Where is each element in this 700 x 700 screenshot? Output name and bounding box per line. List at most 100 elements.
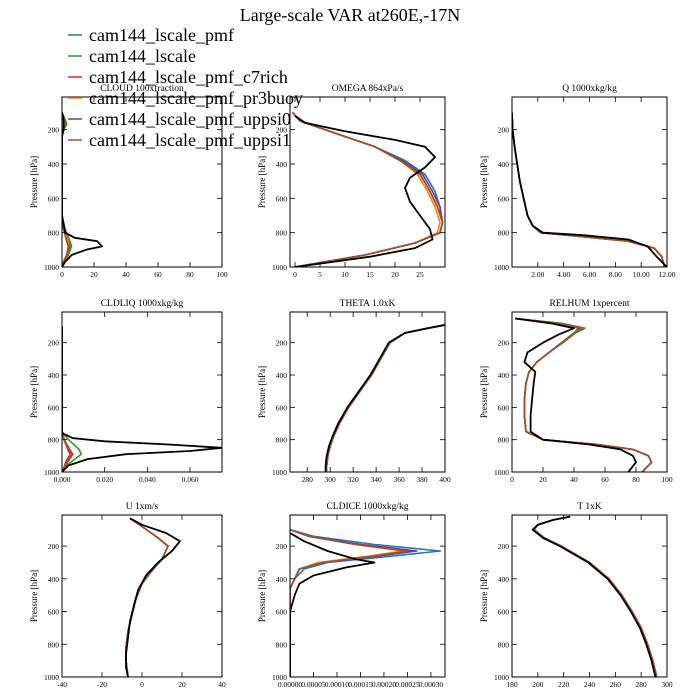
legend-entry-label: cam144_lscale_pmf xyxy=(89,25,234,45)
panel-6: U 1xm/s -40 -20 0 20 40 200 400 600 800 1000 Pressu… xyxy=(29,502,226,689)
x-tick-label: 20 xyxy=(178,680,186,689)
legend-entry-label: cam144_lscale_pmf_pr3buoy xyxy=(89,88,303,108)
y-tick-label: 800 xyxy=(48,229,60,238)
x-tick-label: 40 xyxy=(122,270,130,279)
series-line-0 xyxy=(125,517,169,677)
x-tick-label: 0.00025 xyxy=(395,680,420,689)
y-tick-label: 1000 xyxy=(44,263,59,272)
y-axis-label: Pressure [hPa] xyxy=(257,366,267,418)
series-line-6 xyxy=(324,324,445,472)
y-tick-label: 1000 xyxy=(44,468,59,477)
x-tick-label: 0.00015 xyxy=(348,680,373,689)
y-tick-label: 200 xyxy=(498,339,510,348)
panel-7: CLDICE 1000xkg/kg0.00000 0.00005 0.00010 0.… xyxy=(257,502,446,689)
series-line-0 xyxy=(290,528,442,677)
y-tick-label: 200 xyxy=(276,126,288,135)
plot-frame xyxy=(511,514,668,678)
y-tick-label: 800 xyxy=(276,229,288,238)
x-tick-label: 360 xyxy=(393,475,405,484)
plot-frame xyxy=(61,514,223,678)
y-axis-label: Pressure [hPa] xyxy=(257,570,267,622)
y-tick-label: 1000 xyxy=(44,673,59,682)
x-tick-label: 340 xyxy=(370,475,382,484)
x-tick-label: 5 xyxy=(318,270,322,279)
x-tick-label: 2.00 xyxy=(531,270,544,279)
panel-title: RELHUM 1xpercent xyxy=(550,299,630,309)
x-tick-label: 200 xyxy=(532,680,544,689)
series-line-4 xyxy=(125,517,169,677)
y-tick-label: 600 xyxy=(498,194,510,203)
y-axis-label: Pressure [hPa] xyxy=(257,156,267,208)
series-line-1 xyxy=(125,517,169,677)
panels-grid: CLOUD 100xfraction 0 20 40 60 80 100 200 400 600 8… xyxy=(29,83,676,689)
y-tick-label: 600 xyxy=(48,608,60,617)
x-tick-label: -20 xyxy=(97,680,107,689)
x-tick-label: 80 xyxy=(186,270,194,279)
panel-title: T 1xK xyxy=(577,502,602,512)
x-tick-label: 15 xyxy=(366,270,374,279)
x-tick-label: 10 xyxy=(341,270,349,279)
series-line-1 xyxy=(62,326,82,472)
x-tick-label: 300 xyxy=(325,475,337,484)
x-tick-label: 25 xyxy=(416,270,424,279)
series-line-6 xyxy=(512,112,667,267)
series-line-6 xyxy=(62,326,222,472)
x-tick-label: 60 xyxy=(154,270,162,279)
y-tick-label: 600 xyxy=(48,194,60,203)
y-tick-label: 1000 xyxy=(494,673,509,682)
panel-1: OMEGA 864xPa/s 0 5 10 15 20 25 200 400 600 800 1000… xyxy=(257,84,446,279)
y-tick-label: 400 xyxy=(48,371,60,380)
y-tick-label: 400 xyxy=(498,575,510,584)
x-tick-label: 220 xyxy=(558,680,570,689)
x-tick-label: 6.00 xyxy=(583,270,596,279)
y-tick-label: 1000 xyxy=(494,468,509,477)
y-tick-label: 200 xyxy=(276,339,288,348)
y-tick-label: 1000 xyxy=(272,468,287,477)
x-tick-label: 320 xyxy=(348,475,360,484)
legend-entry-label: cam144_lscale_pmf_uppsi0 xyxy=(89,109,291,129)
series-line-0 xyxy=(533,515,658,677)
legend-entry-label: cam144_lscale_pmf_c7rich xyxy=(89,67,288,87)
y-tick-label: 800 xyxy=(48,436,60,445)
y-tick-label: 800 xyxy=(276,436,288,445)
y-tick-label: 1000 xyxy=(272,673,287,682)
x-tick-label: 10.00 xyxy=(633,270,650,279)
series-line-3 xyxy=(533,515,658,677)
series-line-6 xyxy=(290,532,376,677)
x-tick-label: 20 xyxy=(391,270,399,279)
panel-4: THETA 1.0xK 280 300 320 340 360 380 400 200 400 60… xyxy=(257,299,451,484)
y-tick-label: 400 xyxy=(276,371,288,380)
y-tick-label: 200 xyxy=(276,542,288,551)
y-tick-label: 1000 xyxy=(494,263,509,272)
y-tick-label: 1000 xyxy=(272,263,287,272)
x-tick-label: 40 xyxy=(218,680,226,689)
x-tick-label: 0 xyxy=(510,475,514,484)
y-tick-label: 800 xyxy=(276,640,288,649)
series-line-5 xyxy=(125,517,169,677)
x-tick-label: 100 xyxy=(661,475,673,484)
y-tick-label: 400 xyxy=(276,160,288,169)
plot-frame xyxy=(289,96,446,268)
legend: cam144_lscale_pmfcam144_lscalecam144_lsc… xyxy=(68,25,303,150)
x-tick-label: 80 xyxy=(632,475,640,484)
y-tick-label: 800 xyxy=(498,640,510,649)
legend-entry-label: cam144_lscale xyxy=(89,46,196,66)
y-axis-label: Pressure [hPa] xyxy=(29,366,39,418)
y-tick-label: 800 xyxy=(498,436,510,445)
x-tick-label: 0.020 xyxy=(96,475,113,484)
x-tick-label: 20 xyxy=(539,475,547,484)
y-axis-label: Pressure [hPa] xyxy=(29,570,39,622)
x-tick-label: 400 xyxy=(439,475,451,484)
x-tick-label: 280 xyxy=(636,680,648,689)
series-line-2 xyxy=(125,517,169,677)
series-line-6 xyxy=(125,517,181,677)
x-tick-label: 380 xyxy=(416,475,428,484)
y-tick-label: 600 xyxy=(498,608,510,617)
y-tick-label: 800 xyxy=(48,640,60,649)
figure-title: Large-scale VAR at260E,-17N xyxy=(240,5,460,25)
panel-title: Q 1000xkg/kg xyxy=(562,84,617,94)
panel-title: CLOUD 100xfraction xyxy=(100,83,184,94)
panel-2: Q 1000xkg/kg 2.00 4.00 6.00 8.00 10.00 12.00 20… xyxy=(479,84,676,279)
panel-3: CLDLIQ 1000xkg/kg 0.000 0.020 0.040 0.060 200… xyxy=(29,299,223,484)
